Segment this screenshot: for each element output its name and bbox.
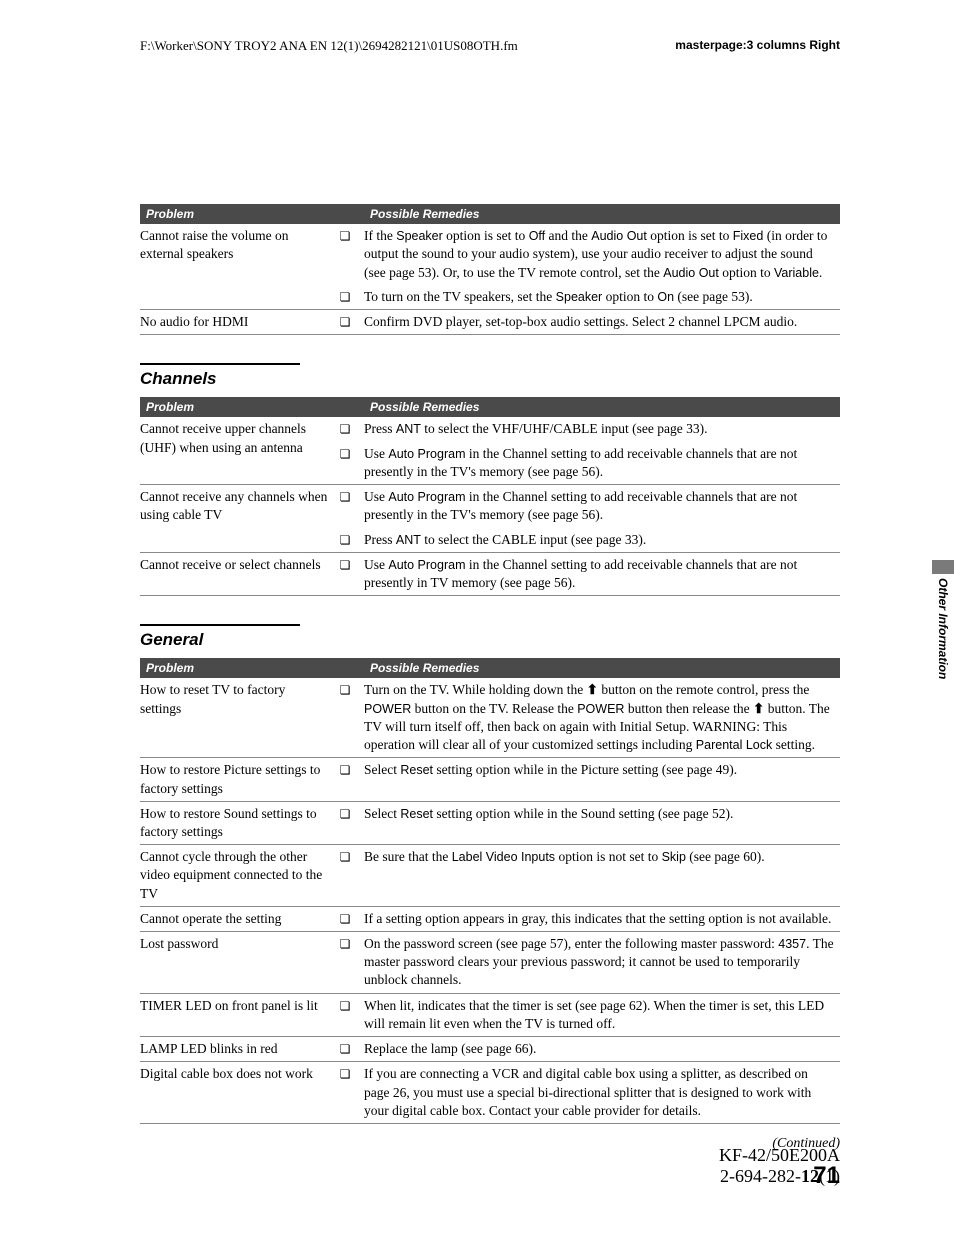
problem-cell: Lost password bbox=[140, 932, 332, 994]
page-content: F:\Worker\SONY TROY2 ANA EN 12(1)\269428… bbox=[140, 38, 840, 1190]
problem-cell: How to restore Picture settings to facto… bbox=[140, 758, 332, 801]
problem-cell: TIMER LED on front panel is lit bbox=[140, 993, 332, 1036]
bullet-icon: ❏ bbox=[332, 1037, 364, 1062]
bullet-icon: ❏ bbox=[332, 758, 364, 801]
problem-cell: Cannot operate the setting bbox=[140, 906, 332, 931]
footer-docnum: 2-694-282-12(1) bbox=[140, 1166, 840, 1187]
remedy-cell: On the password screen (see page 57), en… bbox=[364, 932, 840, 994]
problem-cell: How to reset TV to factory settings bbox=[140, 678, 332, 757]
remedy-cell: If the Speaker option is set to Off and … bbox=[364, 224, 840, 285]
remedy-cell: If you are connecting a VCR and digital … bbox=[364, 1062, 840, 1124]
section-title-general: General bbox=[140, 630, 840, 650]
footer-model: KF-42/50E200A bbox=[140, 1145, 840, 1166]
bullet-icon: ❏ bbox=[332, 801, 364, 844]
th-spacer bbox=[332, 658, 364, 678]
page-footer: KF-42/50E200A 2-694-282-12(1) bbox=[140, 1145, 840, 1187]
problem-cell: No audio for HDMI bbox=[140, 310, 332, 335]
remedy-cell: If a setting option appears in gray, thi… bbox=[364, 906, 840, 931]
section-divider bbox=[140, 624, 300, 626]
header-masterpage: masterpage:3 columns Right bbox=[675, 38, 840, 54]
problem-cell: Cannot receive or select channels bbox=[140, 552, 332, 595]
bullet-icon: ❏ bbox=[332, 224, 364, 285]
th-problem: Problem bbox=[140, 397, 332, 417]
bullet-icon: ❏ bbox=[332, 485, 364, 528]
problem-cell: Cannot cycle through the other video equ… bbox=[140, 845, 332, 907]
problem-cell: Cannot raise the volume on external spea… bbox=[140, 224, 332, 309]
th-problem: Problem bbox=[140, 658, 332, 678]
bullet-icon: ❏ bbox=[332, 528, 364, 553]
th-spacer bbox=[332, 204, 364, 224]
bullet-icon: ❏ bbox=[332, 1062, 364, 1124]
up-arrow-icon: ⬆ bbox=[587, 682, 598, 697]
bullet-icon: ❏ bbox=[332, 552, 364, 595]
bullet-icon: ❏ bbox=[332, 845, 364, 907]
bullet-icon: ❏ bbox=[332, 442, 364, 485]
audio-troubleshoot-table: Problem Possible Remedies Cannot raise t… bbox=[140, 204, 840, 335]
th-remedies: Possible Remedies bbox=[364, 658, 840, 678]
side-section-label: Other Information bbox=[936, 578, 950, 679]
th-spacer bbox=[332, 397, 364, 417]
remedy-cell: When lit, indicates that the timer is se… bbox=[364, 993, 840, 1036]
th-remedies: Possible Remedies bbox=[364, 397, 840, 417]
channels-troubleshoot-table: Problem Possible Remedies Cannot receive… bbox=[140, 397, 840, 596]
remedy-cell: Select Reset setting option while in the… bbox=[364, 801, 840, 844]
remedy-cell: Confirm DVD player, set-top-box audio se… bbox=[364, 310, 840, 335]
remedy-cell: To turn on the TV speakers, set the Spea… bbox=[364, 285, 840, 310]
th-remedies: Possible Remedies bbox=[364, 204, 840, 224]
th-problem: Problem bbox=[140, 204, 332, 224]
problem-cell: LAMP LED blinks in red bbox=[140, 1037, 332, 1062]
section-divider bbox=[140, 363, 300, 365]
remedy-cell: Be sure that the Label Video Inputs opti… bbox=[364, 845, 840, 907]
remedy-cell: Use Auto Program in the Channel setting … bbox=[364, 552, 840, 595]
bullet-icon: ❏ bbox=[332, 678, 364, 757]
header-file-path: F:\Worker\SONY TROY2 ANA EN 12(1)\269428… bbox=[140, 38, 518, 54]
remedy-cell: Use Auto Program in the Channel setting … bbox=[364, 485, 840, 528]
bullet-icon: ❏ bbox=[332, 285, 364, 310]
remedy-cell: Replace the lamp (see page 66). bbox=[364, 1037, 840, 1062]
side-tab bbox=[932, 560, 954, 574]
problem-cell: Cannot receive upper channels (UHF) when… bbox=[140, 417, 332, 484]
bullet-icon: ❏ bbox=[332, 906, 364, 931]
remedy-cell: Press ANT to select the VHF/UHF/CABLE in… bbox=[364, 417, 840, 441]
bullet-icon: ❏ bbox=[332, 993, 364, 1036]
page-header: F:\Worker\SONY TROY2 ANA EN 12(1)\269428… bbox=[140, 38, 840, 54]
bullet-icon: ❏ bbox=[332, 417, 364, 441]
remedy-cell: Turn on the TV. While holding down the ⬆… bbox=[364, 678, 840, 757]
up-arrow-icon: ⬆ bbox=[753, 701, 764, 716]
bullet-icon: ❏ bbox=[332, 932, 364, 994]
remedy-cell: Use Auto Program in the Channel setting … bbox=[364, 442, 840, 485]
section-title-channels: Channels bbox=[140, 369, 840, 389]
remedy-cell: Press ANT to select the CABLE input (see… bbox=[364, 528, 840, 553]
problem-cell: Digital cable box does not work bbox=[140, 1062, 332, 1124]
problem-cell: Cannot receive any channels when using c… bbox=[140, 485, 332, 553]
general-troubleshoot-table: Problem Possible Remedies How to reset T… bbox=[140, 658, 840, 1124]
remedy-cell: Select Reset setting option while in the… bbox=[364, 758, 840, 801]
bullet-icon: ❏ bbox=[332, 310, 364, 335]
problem-cell: How to restore Sound settings to factory… bbox=[140, 801, 332, 844]
